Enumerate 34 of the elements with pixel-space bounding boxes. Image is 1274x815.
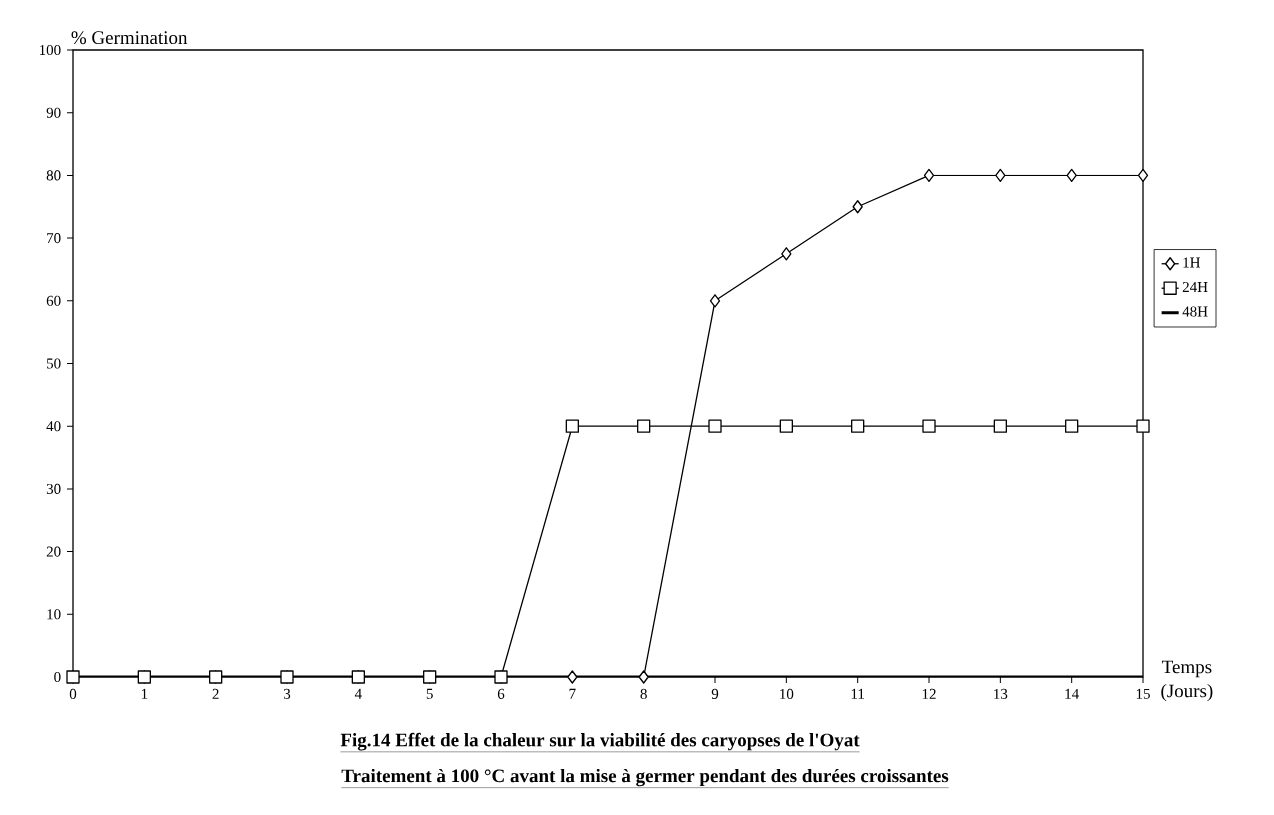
legend-label: 1H	[1183, 257, 1201, 268]
x-tick-label: 4	[354, 688, 362, 699]
legend-label: 24H	[1182, 281, 1208, 292]
y-tick-label: 90	[46, 107, 61, 118]
y-tick-label: 40	[46, 421, 61, 432]
y-axis-title: % Germination	[71, 31, 188, 45]
x-tick-label: 7	[569, 688, 576, 699]
y-tick-label: 10	[47, 609, 61, 620]
y-tick-label: 70	[47, 233, 61, 244]
x-tick-label: 3	[283, 688, 291, 699]
y-tick-label: 100	[39, 44, 61, 56]
x-tick-label: 2	[212, 688, 219, 699]
y-tick-label: 50	[47, 358, 61, 369]
x-tick-label: 6	[497, 688, 505, 699]
x-tick-label: 12	[922, 688, 936, 699]
x-tick-label: 14	[1065, 688, 1079, 699]
x-tick-label: 10	[780, 688, 794, 699]
x-tick-label: 1	[141, 688, 148, 699]
x-tick-label: 11	[851, 688, 864, 699]
x-tick-label: 0	[69, 688, 77, 699]
x-axis-title: Temps (Jours)	[1161, 660, 1213, 702]
y-tick-label: 30	[46, 483, 61, 494]
y-tick-label: 60	[46, 295, 61, 306]
text: Fig.14 Effet de la chaleur sur la viabilité des caryopses de l'Oyat	[340, 732, 860, 751]
y-tick-label: 20	[46, 546, 61, 557]
y-tick-label: 80	[46, 170, 61, 181]
x-tick-label: 13	[994, 688, 1008, 699]
y-tick-label: 0	[54, 671, 61, 683]
x-tick-label: 9	[711, 688, 719, 699]
x-tick-label: 5	[426, 688, 433, 699]
x-tick-label: 15	[1136, 688, 1150, 699]
legend-label: 48H	[1182, 306, 1208, 317]
text: Traitement à 100 °C avant la mise à germer pendant des durées croissantes	[341, 768, 949, 787]
x-tick-label: 8	[640, 688, 647, 699]
